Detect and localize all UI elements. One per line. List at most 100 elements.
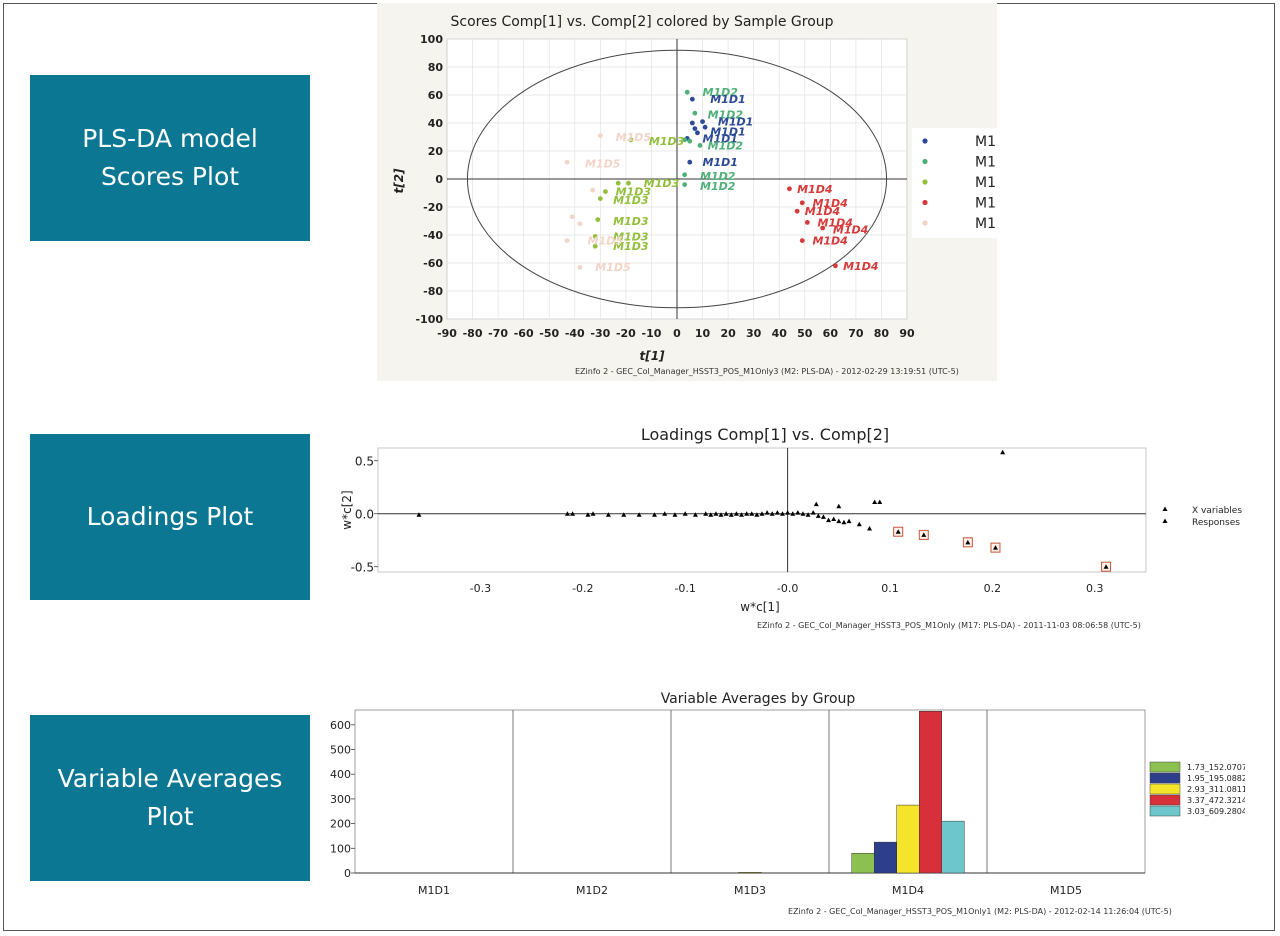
x-tick-label: 70: [848, 327, 864, 340]
x-variable-point: [810, 510, 816, 515]
x-category-label: M1D1: [418, 884, 450, 897]
score-point: [592, 234, 598, 239]
x-category-label: M1D2: [576, 884, 608, 897]
x-tick-label: -80: [463, 327, 483, 340]
x-variable-point: [867, 526, 873, 531]
legend-swatch: [1149, 783, 1181, 795]
x-variable-point: [769, 511, 775, 516]
point-label: M1D5: [585, 158, 621, 171]
y-tick-label: -100: [415, 313, 443, 326]
score-point: [592, 243, 598, 249]
x-variable-point: [759, 511, 765, 516]
score-point: [697, 143, 703, 148]
score-point: [687, 138, 693, 144]
legend-marker: [1162, 506, 1168, 511]
x-variable-point: [692, 512, 698, 517]
x-variable-point: [836, 503, 842, 509]
x-tick-label: -20: [616, 327, 636, 340]
legend-swatch: [1149, 794, 1181, 806]
y-tick-label: 400: [330, 768, 351, 781]
score-point: [603, 189, 608, 195]
x-tick-label: 50: [797, 327, 813, 340]
x-variable-point: [749, 511, 755, 516]
x-variable-point: [662, 511, 668, 516]
x-tick-label: 0.1: [881, 582, 899, 595]
point-label: M1D4: [805, 205, 840, 218]
y-tick-label: 100: [330, 842, 351, 855]
x-tick-label: 80: [874, 327, 890, 340]
bar: [874, 841, 897, 874]
x-tick-label: 0.3: [1086, 582, 1104, 595]
legend-label: M1D4: [975, 196, 997, 212]
point-label: M1D1: [703, 156, 738, 169]
x-variable-point: [728, 512, 734, 517]
point-label: M1D5: [616, 131, 652, 144]
x-tick-label: -30: [590, 327, 610, 340]
legend-marker: [922, 199, 928, 206]
legend-marker: [1162, 518, 1168, 523]
score-point: [684, 89, 690, 95]
x-variable-point: [754, 512, 760, 517]
point-label: M1D1: [718, 116, 753, 129]
x-variable-point: [1000, 449, 1006, 455]
point-label: M1D2: [703, 86, 739, 99]
x-variable-point: [813, 501, 819, 507]
x-variable-point: [416, 512, 422, 517]
legend-label: 3.37_472.3214: [1187, 796, 1245, 805]
score-point: [799, 200, 805, 206]
legend-label: 2.93_311.0811: [1187, 785, 1245, 794]
point-label: M1D2: [700, 180, 736, 193]
label-line: Loadings Plot: [86, 502, 254, 531]
label-line: Scores Plot: [100, 162, 240, 191]
response-point: [965, 539, 971, 545]
score-point: [692, 126, 698, 131]
legend-label: Responses: [1192, 518, 1240, 528]
score-point: [564, 238, 570, 244]
y-tick-label: 200: [330, 818, 351, 831]
point-label: M1D2: [708, 109, 744, 122]
chart-footer: EZinfo 2 - GEC_Col_Manager_HSST3_POS_M1O…: [757, 621, 1141, 630]
point-label: M1D4: [797, 183, 832, 196]
point-label: M1D3: [613, 240, 649, 253]
bar: [896, 804, 920, 874]
x-variable-point: [877, 499, 883, 505]
x-variable-point: [872, 499, 878, 505]
x-tick-label: 40: [772, 327, 788, 340]
x-variable-point: [733, 511, 739, 516]
score-point: [597, 133, 603, 139]
variable-averages-chart: 0 100 200 300 400 500 600 M1D1 M1D2 M1D3 M1D4 M1D5 V…: [330, 691, 1245, 916]
x-axis-label: w*c[1]: [740, 600, 779, 614]
y-tick-label: 100: [420, 33, 443, 46]
x-variable-point: [718, 512, 724, 517]
score-point: [820, 225, 826, 231]
point-label: M1D4: [843, 260, 878, 273]
point-label: M1D1: [710, 125, 745, 138]
x-variable-point: [805, 512, 811, 517]
x-variable-point: [779, 511, 785, 516]
x-variable-point: [836, 518, 842, 524]
x-tick-label: -10: [642, 327, 662, 340]
x-tick-label: 20: [720, 327, 736, 340]
score-point: [692, 110, 698, 116]
score-point: [615, 180, 621, 186]
score-point: [682, 137, 688, 143]
score-point: [597, 196, 603, 202]
x-category-label: M1D5: [1050, 884, 1082, 897]
x-variable-point: [682, 511, 688, 516]
x-tick-label: -0.0: [777, 582, 798, 595]
x-variable-point: [826, 517, 832, 523]
x-variable-point: [744, 511, 750, 516]
x-variable-point: [585, 512, 591, 517]
legend-marker: [922, 158, 928, 165]
chart-title: Loadings Comp[1] vs. Comp[2]: [641, 425, 889, 444]
legend-swatch: [1149, 761, 1181, 773]
point-label: M1D4: [812, 197, 847, 210]
y-axis-label: t[2]: [392, 168, 406, 194]
score-point: [695, 130, 700, 136]
x-variable-point: [570, 511, 576, 516]
x-variable-point: [795, 510, 801, 515]
bar: [851, 852, 875, 874]
x-variable-point: [723, 511, 729, 516]
x-variable-point: [708, 512, 714, 517]
loadings-chart: -0.3 -0.2 -0.1 -0.0 0.1 0.2 0.3 0.5 0.0 -0.5 Loadi…: [340, 425, 1242, 630]
